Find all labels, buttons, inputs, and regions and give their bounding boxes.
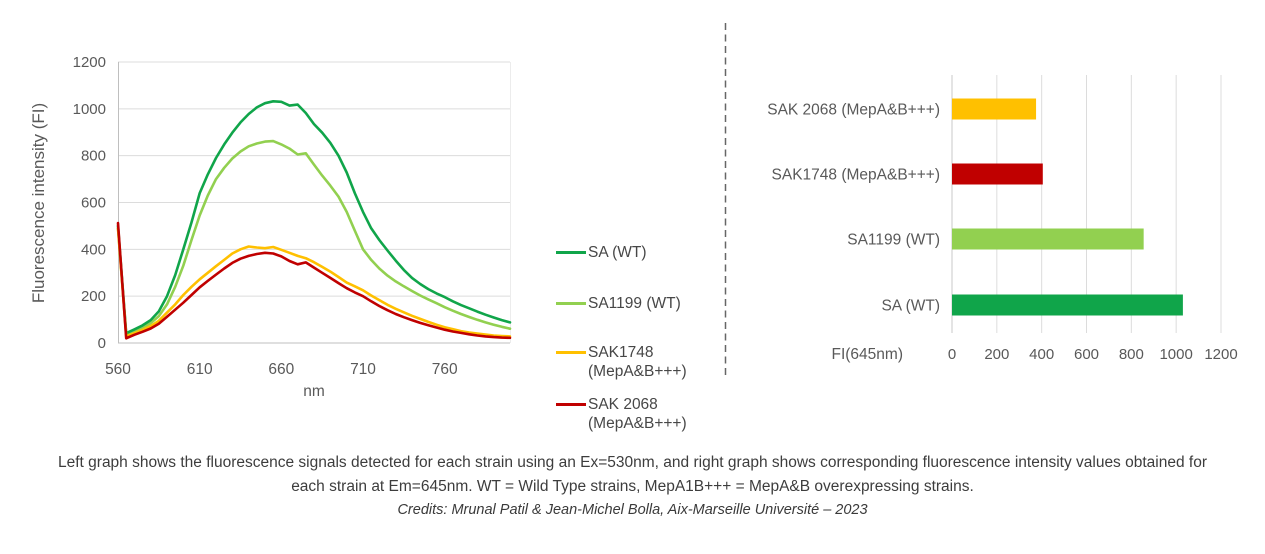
bar-category-label: SA (WT): [881, 298, 940, 315]
x-tick-label: 710: [350, 361, 376, 378]
x-tick-label: 200: [984, 346, 1009, 363]
y-tick-label: 600: [81, 195, 106, 212]
bar-sak1748: [952, 163, 1043, 185]
bar-sak2068: [952, 98, 1037, 120]
y-tick-label: 0: [98, 335, 106, 352]
y-tick-label: 800: [81, 148, 106, 165]
y-tick-label: 1200: [73, 54, 106, 71]
y-tick-label: 1000: [73, 101, 106, 118]
fluorescence-line-chart: 0 200 400 600 800 1000 1200 560 610 660 710 760 nm Fl…: [29, 23, 727, 400]
x-tick-label: 660: [268, 361, 294, 378]
x-tick-label: 0: [948, 346, 956, 363]
caption-line-1: Left graph shows the fluorescence signal…: [58, 454, 1207, 471]
bar-category-label: SAK 2068 (MepA&B+++): [767, 102, 940, 119]
x-tick-label: 560: [105, 361, 131, 378]
caption-credits: Credits: Mrunal Patil & Jean-Michel Boll…: [397, 502, 868, 518]
x-tick-label: 1000: [1159, 346, 1192, 363]
y-tick-label: 200: [81, 288, 106, 305]
bar-category-label: SAK1748 (MepA&B+++): [772, 167, 940, 184]
bar-category-label: SA1199 (WT): [847, 232, 940, 249]
fi645-bar-chart: 0 200 400 600 800 1000 1200 SAK 2068 (MepA&B+++…: [767, 75, 1238, 363]
figure-caption: Left graph shows the fluorescence signal…: [0, 451, 1265, 521]
x-tick-label: 760: [432, 361, 458, 378]
caption-line-2: each strain at Em=645nm. WT = Wild Type …: [291, 478, 974, 495]
y-axis-title: Fluorescence intensity (FI): [29, 103, 48, 303]
y-tick-label: 400: [81, 241, 106, 258]
series-sak1748: [116, 227, 512, 338]
x-axis-title: nm: [303, 383, 325, 400]
series-sak2068: [116, 221, 512, 340]
bar-sa-wt: [952, 294, 1183, 316]
x-axis-title: FI(645nm): [832, 346, 904, 363]
x-tick-label: 610: [187, 361, 213, 378]
x-tick-label: 400: [1029, 346, 1054, 363]
series-sa1199-wt: [116, 139, 512, 336]
bar-sa1199-wt: [952, 228, 1144, 250]
x-tick-label: 800: [1119, 346, 1144, 363]
x-tick-label: 600: [1074, 346, 1099, 363]
series-sa-wt: [116, 100, 512, 335]
x-tick-label: 1200: [1204, 346, 1237, 363]
